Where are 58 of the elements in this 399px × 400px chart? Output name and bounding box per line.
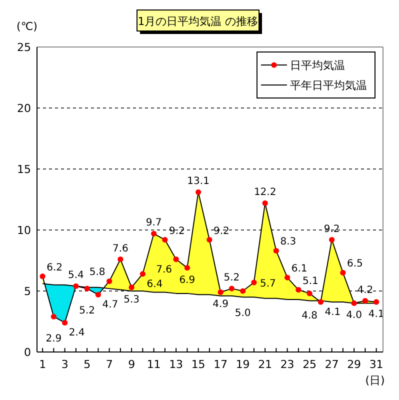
data-label: 5.4 bbox=[68, 270, 84, 282]
legend-label: 平年日平均気温 bbox=[290, 79, 367, 92]
data-label: 9.2 bbox=[324, 224, 340, 235]
data-label: 5.2 bbox=[79, 306, 96, 317]
legend-label: 日平均気温 bbox=[290, 59, 345, 72]
data-label: 5.7 bbox=[260, 278, 276, 290]
data-label: 5.0 bbox=[234, 308, 251, 319]
data-label: 7.6 bbox=[112, 243, 128, 254]
y-axis-title: (℃) bbox=[16, 20, 38, 33]
x-tick-label: 5 bbox=[84, 358, 91, 371]
data-label: 5.3 bbox=[124, 294, 140, 306]
x-tick-label: 25 bbox=[302, 358, 317, 371]
x-axis-title: (日) bbox=[365, 374, 385, 387]
data-label: 4.8 bbox=[302, 310, 318, 322]
data-label: 4.1 bbox=[324, 306, 341, 318]
data-label: 2.9 bbox=[46, 334, 62, 345]
x-tick-label: 11 bbox=[146, 358, 161, 371]
x-tick-label: 27 bbox=[324, 358, 339, 371]
x-tick-label: 19 bbox=[236, 358, 250, 371]
data-label: 5.2 bbox=[224, 272, 240, 284]
data-label: 8.3 bbox=[280, 236, 296, 248]
data-label: 6.9 bbox=[179, 274, 196, 286]
data-label: 4.7 bbox=[102, 300, 118, 311]
x-tick-label: 21 bbox=[258, 358, 272, 371]
data-label: 12.2 bbox=[254, 187, 276, 198]
y-tick-label: 0 bbox=[24, 346, 31, 359]
x-tick-label: 31 bbox=[369, 358, 384, 371]
data-label: 5.8 bbox=[89, 267, 106, 278]
x-tick-label: 1 bbox=[39, 358, 46, 371]
chart-title: 1月の日平均気温 の推移 bbox=[138, 15, 258, 28]
data-label: 4.1 bbox=[368, 308, 384, 320]
data-label: 6.1 bbox=[291, 264, 308, 275]
data-label: 9.7 bbox=[146, 218, 162, 229]
x-tick-label: 9 bbox=[128, 358, 136, 371]
x-tick-label: 17 bbox=[214, 358, 228, 371]
data-label: 6.5 bbox=[346, 258, 363, 270]
data-label: 6.4 bbox=[146, 278, 163, 290]
data-label: 9.2 bbox=[213, 226, 230, 237]
data-label: 4.9 bbox=[212, 299, 229, 310]
y-tick-label: 5 bbox=[24, 285, 31, 298]
data-label: 2.4 bbox=[68, 328, 85, 339]
x-tick-label: 3 bbox=[61, 358, 68, 371]
x-tick-label: 23 bbox=[280, 358, 294, 371]
data-label: 5.1 bbox=[302, 276, 318, 287]
data-label: 4.2 bbox=[357, 284, 374, 296]
data-label: 6.2 bbox=[46, 262, 63, 274]
data-label: 9.2 bbox=[168, 226, 185, 237]
y-tick-label: 20 bbox=[17, 102, 31, 115]
data-label: 7.6 bbox=[156, 264, 172, 276]
x-tick-label: 15 bbox=[191, 358, 206, 371]
y-tick-label: 15 bbox=[17, 163, 31, 176]
x-tick-label: 29 bbox=[347, 358, 362, 371]
y-tick-label: 25 bbox=[17, 41, 31, 54]
y-tick-label: 10 bbox=[17, 224, 31, 237]
x-tick-label: 13 bbox=[169, 358, 184, 371]
data-label: 4.0 bbox=[346, 310, 362, 322]
x-tick-label: 7 bbox=[106, 358, 113, 371]
data-label: 13.1 bbox=[187, 176, 210, 188]
